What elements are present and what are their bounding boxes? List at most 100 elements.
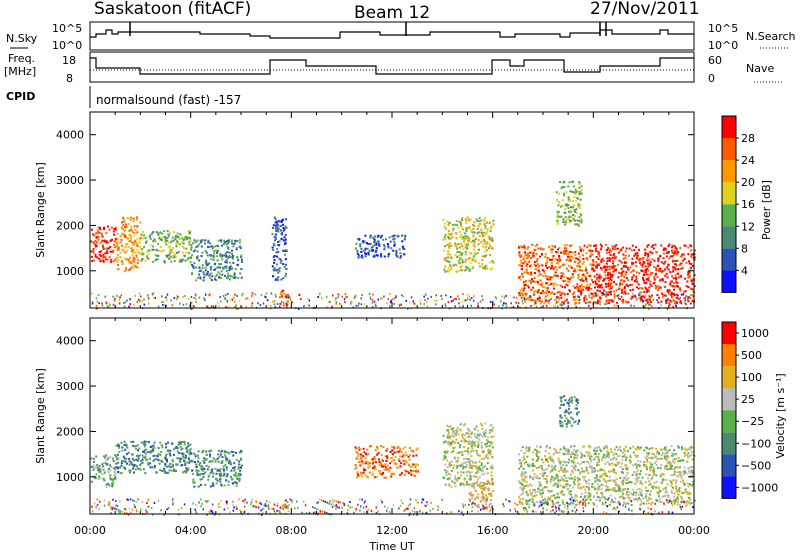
data-cell [126, 462, 128, 465]
data-cell [672, 268, 675, 271]
data-cell [489, 245, 492, 247]
data-cell [468, 460, 471, 463]
data-cell [120, 441, 123, 444]
ground-scatter-cell [412, 300, 414, 303]
data-cell [622, 298, 625, 301]
data-cell [687, 493, 690, 496]
data-cell [380, 465, 383, 468]
data-cell [538, 270, 541, 273]
data-cell [646, 458, 649, 461]
data-cell [574, 215, 576, 218]
data-cell [600, 259, 603, 262]
data-cell [139, 459, 142, 462]
data-cell [109, 250, 112, 253]
data-cell [617, 294, 620, 297]
data-cell [576, 283, 579, 285]
data-cell [469, 268, 472, 271]
ground-scatter-cell [161, 295, 163, 298]
ground-scatter-cell [471, 297, 473, 299]
data-cell [456, 464, 459, 467]
ground-scatter-cell [165, 299, 168, 302]
data-cell [572, 461, 575, 464]
ground-scatter-cell [583, 299, 585, 302]
data-cell [286, 294, 288, 297]
data-cell [149, 462, 152, 465]
data-cell [444, 463, 447, 466]
data-cell [444, 258, 447, 261]
ground-scatter-cell [544, 300, 547, 303]
data-cell [282, 304, 285, 307]
data-cell [182, 456, 185, 459]
data-cell [206, 468, 209, 471]
data-cell [182, 471, 184, 474]
data-cell [143, 449, 146, 452]
data-cell [238, 245, 241, 248]
data-cell [450, 451, 453, 454]
ground-scatter-cell [649, 300, 651, 303]
data-cell [524, 471, 527, 474]
data-cell [483, 466, 486, 469]
data-cell [656, 294, 659, 296]
data-cell [161, 239, 164, 241]
ground-scatter-cell [162, 301, 165, 303]
data-cell [225, 468, 228, 471]
ground-scatter-cell [625, 292, 627, 295]
data-cell [484, 435, 487, 438]
data-cell [228, 251, 231, 254]
data-cell [459, 268, 462, 271]
ground-scatter-cell [98, 302, 100, 305]
data-cell [657, 258, 660, 261]
ground-scatter-cell [114, 297, 116, 300]
data-cell [469, 218, 472, 221]
data-cell [130, 235, 133, 238]
data-cell [491, 466, 494, 469]
data-cell [590, 460, 593, 463]
data-cell [133, 463, 136, 466]
data-cell [102, 455, 105, 458]
data-cell [594, 249, 597, 252]
data-cell [641, 265, 644, 268]
data-cell [197, 457, 200, 460]
data-cell [577, 480, 579, 483]
data-cell [446, 243, 449, 246]
data-cell [588, 445, 591, 448]
data-cell [202, 279, 205, 282]
data-cell [492, 223, 495, 226]
ground-scatter-cell [117, 295, 119, 298]
data-cell [168, 253, 171, 256]
data-cell [576, 197, 579, 200]
data-cell [272, 275, 274, 278]
ground-scatter-cell [440, 294, 442, 297]
data-cell [155, 254, 158, 257]
data-cell [375, 241, 378, 244]
data-cell [470, 497, 473, 500]
data-cell [211, 275, 214, 278]
data-cell [613, 245, 616, 248]
data-cell [358, 446, 360, 449]
data-cell [443, 451, 446, 454]
data-cell [603, 496, 606, 499]
ground-scatter-cell [225, 293, 227, 296]
data-cell [399, 465, 402, 468]
ground-scatter-cell [107, 305, 110, 308]
data-cell [637, 283, 640, 286]
data-cell [183, 238, 186, 241]
data-cell [205, 450, 208, 453]
data-cell [526, 256, 529, 259]
data-cell [130, 266, 133, 269]
data-cell [614, 484, 617, 487]
data-cell [365, 253, 368, 256]
data-cell [683, 466, 686, 469]
data-cell [460, 258, 463, 260]
data-cell [133, 445, 136, 448]
data-cell [614, 256, 617, 259]
data-cell [227, 480, 230, 483]
data-cell [106, 225, 109, 228]
ground-scatter-cell [680, 302, 683, 305]
ground-scatter-cell [642, 300, 644, 303]
data-cell [397, 458, 400, 461]
data-cell [656, 499, 659, 502]
data-cell [548, 290, 550, 293]
data-cell [624, 273, 627, 276]
data-cell [188, 452, 191, 455]
